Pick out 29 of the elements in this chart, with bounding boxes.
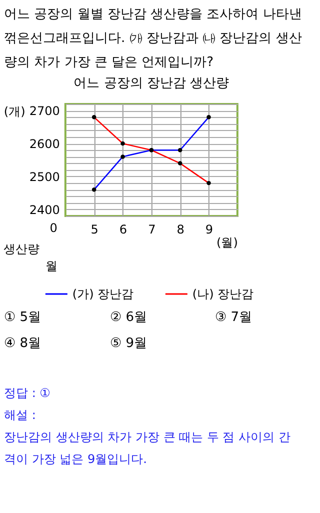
text: ⑤ 9월 — [110, 336, 148, 351]
x-axis-title: (월) — [216, 236, 238, 250]
legend-label: (가) 장난감 — [72, 287, 134, 301]
x-tick-label: 9 — [205, 222, 214, 236]
text: 격이 가장 넓은 9월입니다. — [4, 452, 147, 466]
text: ③ 7월 — [215, 310, 252, 325]
text: 정답 : ① — [4, 386, 50, 400]
y-tick-label: 2700 — [29, 104, 60, 118]
legend-label: (나) 장난감 — [192, 287, 254, 301]
text: 0 — [50, 221, 58, 235]
text: ② 6월 — [110, 310, 148, 325]
text: ④ 8월 — [4, 336, 42, 351]
text: ① 5월 — [4, 310, 42, 325]
text: 장난감의 생산량의 차가 가장 큰 때는 두 점 사이의 간 — [4, 430, 290, 444]
x-tick-label: 6 — [119, 222, 128, 236]
text: 어느 공장의 월별 장난감 생산량을 조사하여 나타낸 — [4, 7, 302, 22]
x-tick-label: 7 — [148, 222, 156, 236]
y-axis-title: (개) — [4, 104, 26, 118]
y-tick-label: 2500 — [29, 170, 60, 184]
y-tick-label: 2600 — [29, 137, 60, 152]
text: 월 — [45, 259, 58, 273]
chart-title: 어느 공장의 장난감 생산량 — [74, 76, 230, 91]
y-tick-label: 2400 — [29, 202, 60, 217]
text: 꺾은선그래프입니다. ㈎ 장난감과 ㈏ 장난감의 생산 — [4, 31, 302, 46]
x-tick-label: 8 — [176, 222, 184, 236]
text: 생산량 — [3, 242, 40, 256]
text: 해설 : — [4, 408, 36, 422]
text: 량의 차가 가장 큰 달은 언제입니까? — [4, 55, 214, 70]
x-tick-label: 5 — [90, 222, 98, 236]
